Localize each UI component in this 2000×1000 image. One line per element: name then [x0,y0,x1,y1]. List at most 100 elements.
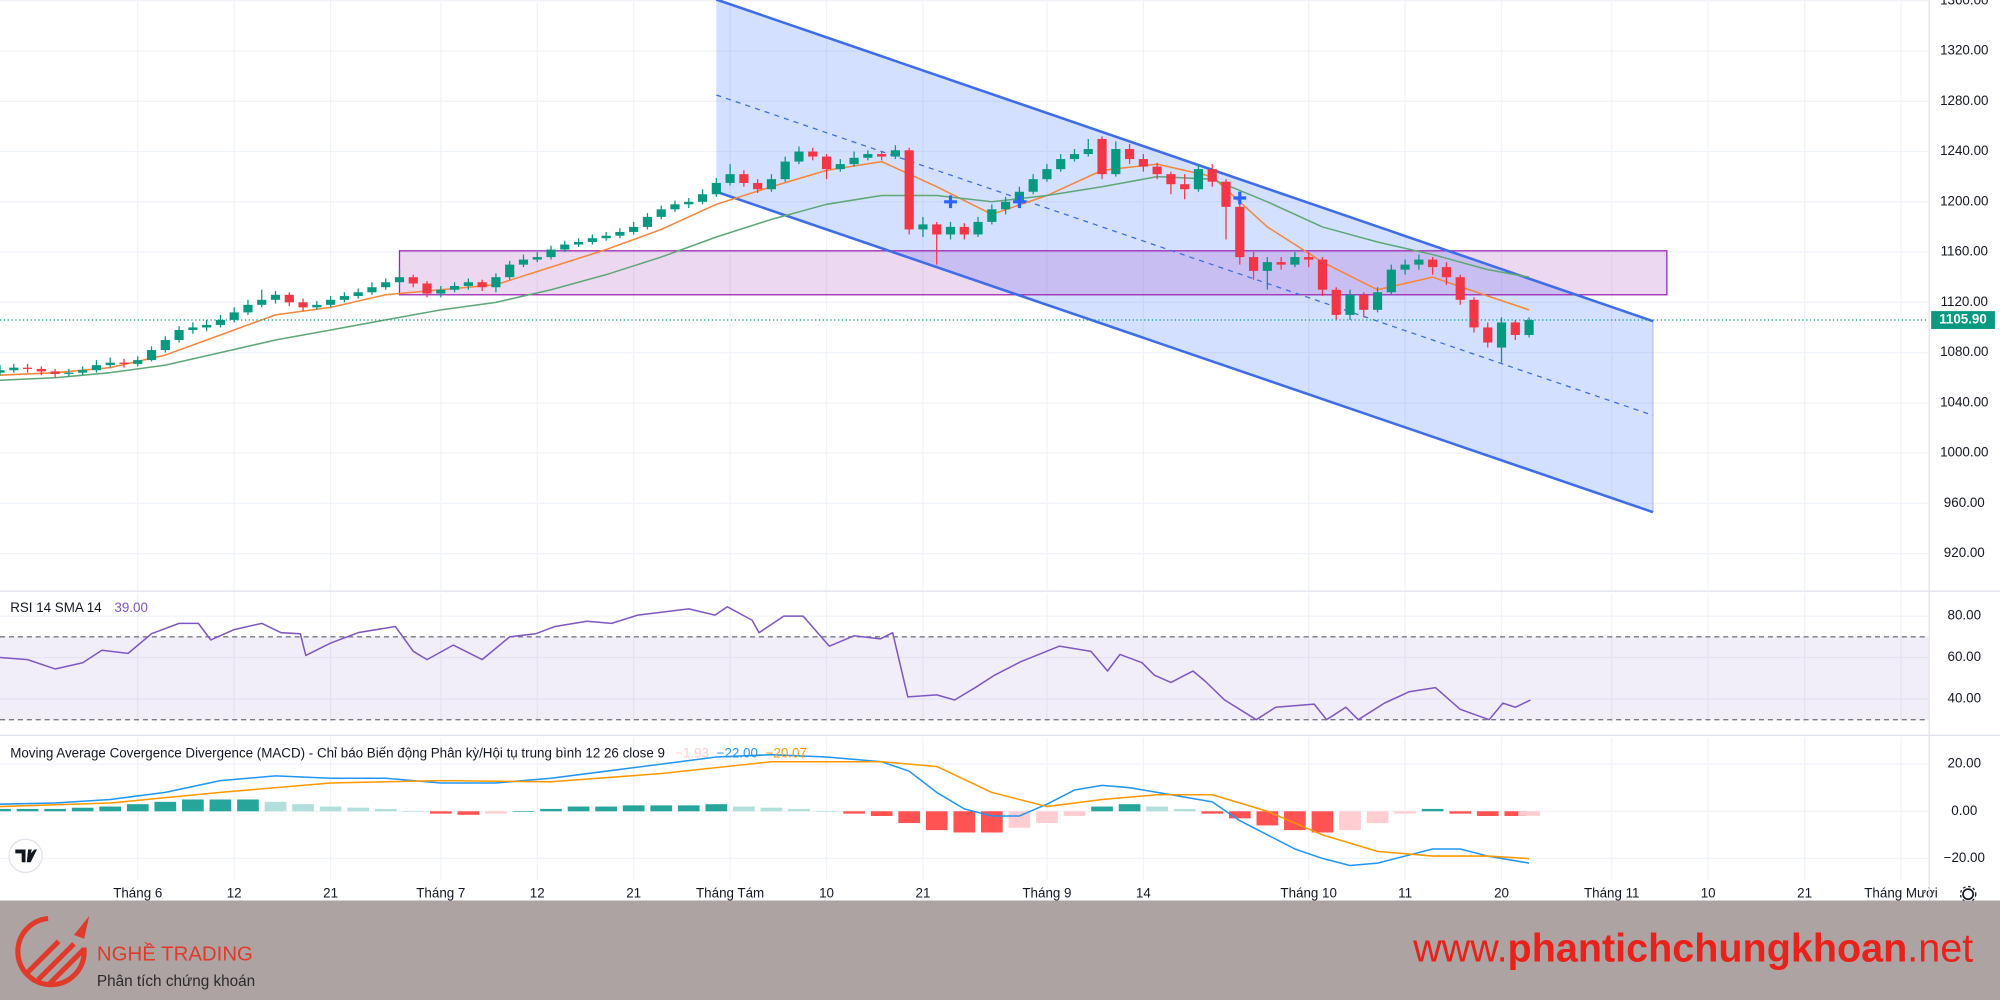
price-zone [398,250,1668,296]
y-tick-label: 960.00 [1944,495,1985,510]
candle-body [0,370,5,373]
macd-histogram-bar [788,808,810,812]
candle-body [945,226,956,235]
y-tick-label: 1120.00 [1941,294,1988,309]
macd-histogram-bar [209,799,232,812]
macd-histogram-bar [1201,811,1224,814]
candle-body [463,282,473,286]
candle-body [1510,322,1520,335]
macd-histogram-bar [595,806,617,812]
y-tick-label: 1360.00 [1940,0,1988,7]
macd-histogram-bar [870,811,893,816]
macd-title: Moving Average Covergence Divergence (MA… [10,745,665,760]
candle-body [270,294,281,300]
candle-body [808,151,818,157]
candle-body [753,182,763,190]
x-tick-label: Tháng 6 [113,886,162,901]
candle-body [1276,262,1286,265]
macd-histogram-bar [512,811,535,812]
rsi-value: 39.00 [114,600,147,615]
x-tick-label: 21 [626,886,641,901]
candle-body [367,287,377,293]
channel-fill [716,0,1654,513]
macd-histogram-bar [1518,811,1540,816]
candle-body [202,324,212,328]
candle-body [215,319,225,325]
macd-histogram-bar [237,799,259,812]
candle-body [1441,267,1452,278]
candle-body [904,150,914,230]
candle-body [505,264,515,278]
candle-body [105,362,115,366]
candle-body [1235,206,1245,258]
macd-histogram-bar [898,811,921,824]
macd-line [0,760,1530,860]
macd-histogram-bar [677,805,700,812]
candle-body [1483,327,1493,343]
candle-body [1290,257,1300,265]
x-tick-label: 10 [1701,886,1716,901]
candle-body [1496,322,1507,348]
candle-body [766,179,777,190]
macd-histogram-bar [925,811,948,831]
macd-histogram-bar [1036,811,1058,824]
x-tick-label: 14 [1136,886,1151,901]
y-tick-label: 80.00 [1948,608,1981,623]
y-tick-label: 0.00 [1951,803,1977,818]
moving-average-line [0,175,1530,381]
macd-histogram-bar [1091,806,1113,812]
candle-body [1359,294,1369,310]
macd-histogram-bar [567,806,590,812]
macd-histogram-bar [292,804,314,812]
candle-body [863,154,873,158]
candle-body [1001,201,1011,210]
candle-body [1331,289,1341,315]
candle-body [298,302,308,308]
macd-histogram-bar [429,811,452,814]
candle-body [1386,269,1396,293]
x-tick-label: Tháng 9 [1022,886,1071,901]
y-tick-label: 1320.00 [1940,43,1988,58]
candle-body [684,201,694,205]
macd-histogram-bar [1146,806,1168,812]
macd-histogram-bar [1476,811,1499,816]
candle-body [1028,179,1038,192]
candle-body [587,238,597,243]
candle-body [959,226,969,235]
candle-body [91,365,102,371]
candle-body [780,161,790,180]
macd-histogram-bar [1284,811,1306,831]
candle-body [1317,259,1328,290]
candle-body [560,244,570,250]
candle-body [408,277,418,284]
x-tick-label: 11 [1398,886,1412,901]
macd-histogram-bar [485,811,507,814]
macd-histogram-bar [1366,811,1389,824]
plot-layer: Tháng 6 12 21 Tháng 7 12 21 Tháng Tám 10 21 Tháng… [0,0,1995,901]
macd-histogram-bar [1173,808,1196,812]
candle-body [339,296,349,300]
macd-histogram-bar [264,801,287,812]
macd-histogram-bar [1339,811,1361,831]
brand-logo [15,915,90,988]
macd-histogram-bar [1228,811,1251,819]
candle-body [573,242,584,245]
candle-body [50,371,60,374]
x-tick-label: 10 [819,886,834,901]
y-tick-label: 1240.00 [1940,143,1988,158]
candle-body [518,259,529,265]
macd-histogram-bar [1421,808,1444,812]
candle-body [119,362,129,364]
macd-histogram-bar [1311,811,1334,833]
candle-body [36,368,46,372]
candle-body [491,277,501,288]
candle-body [1345,294,1355,315]
last-price-tag [1931,311,1995,329]
candle-body [794,151,804,162]
candle-body [670,204,680,210]
candle-body [1428,259,1438,268]
candle-body [1414,259,1424,265]
candle-body [711,182,721,195]
